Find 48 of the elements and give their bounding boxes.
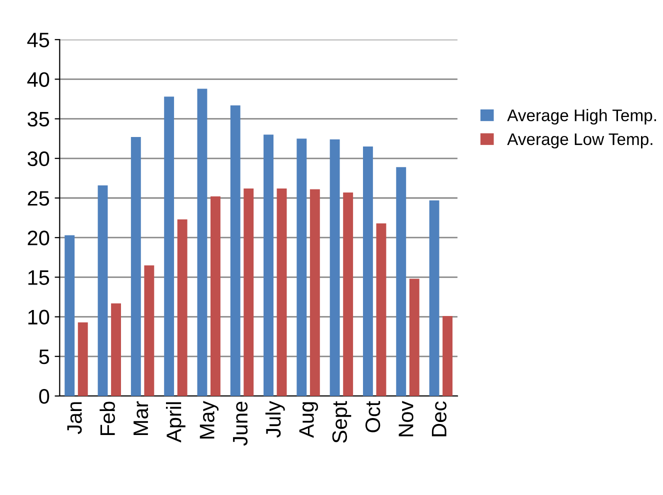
bar: [177, 219, 188, 396]
x-tick-label: July: [265, 400, 285, 438]
y-tick-label: 0: [39, 389, 50, 404]
bar: [164, 96, 174, 396]
bar: [442, 316, 452, 396]
legend-label: Average High Temp.: [507, 108, 656, 125]
bar: [98, 185, 108, 396]
bar: [78, 322, 88, 396]
y-tick-label: 25: [28, 191, 50, 206]
bar: [276, 188, 287, 396]
x-tick-label: Jan: [67, 402, 82, 434]
bar: [144, 265, 154, 396]
bar: [343, 192, 354, 396]
bar: [111, 303, 121, 396]
bar: [429, 200, 440, 396]
bar: [362, 146, 373, 396]
x-tick-label: June: [233, 402, 248, 446]
x-tick-label: Feb: [100, 402, 115, 436]
bar: [210, 196, 220, 396]
bar: [197, 88, 208, 396]
y-tick-label: 45: [27, 32, 50, 48]
y-tick-label: 15: [28, 270, 50, 285]
x-tick-label: Oct: [365, 401, 380, 432]
x-tick-label: April: [166, 402, 186, 442]
bar: [310, 189, 320, 396]
bar: [296, 138, 307, 396]
y-tick-label: 35: [28, 112, 50, 127]
bar: [264, 134, 274, 396]
bar: [130, 137, 141, 396]
legend-label: Average Low Temp.: [507, 133, 652, 148]
bar: [409, 278, 420, 396]
x-tick-label: Nov: [398, 400, 414, 436]
bar: [244, 188, 254, 396]
x-tick-label: Dec: [432, 401, 446, 436]
y-tick-label: 5: [39, 350, 50, 364]
y-tick-label: 30: [28, 151, 50, 166]
x-tick-label: Mar: [134, 401, 148, 436]
bar: [376, 223, 386, 396]
y-tick-label: 10: [28, 310, 50, 325]
bar: [330, 139, 340, 396]
bar: [396, 167, 406, 396]
x-tick-label: May: [200, 400, 219, 439]
y-tick-label: 20: [28, 230, 50, 246]
y-tick-label: 40: [27, 72, 50, 87]
x-tick-label: Aug: [299, 402, 318, 438]
bar: [64, 235, 75, 396]
x-tick-label: Sept: [332, 401, 352, 443]
bar: [230, 105, 240, 396]
